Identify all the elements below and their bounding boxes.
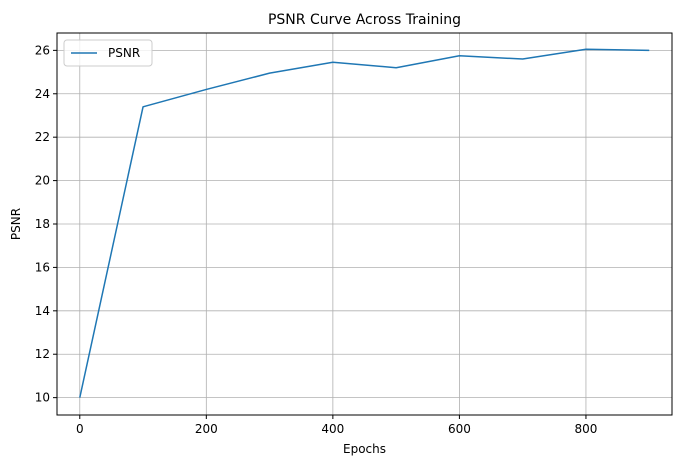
x-axis-ticks: 0 200 400 600 800 bbox=[76, 415, 597, 436]
x-tick-label: 0 bbox=[76, 422, 84, 436]
series-layer bbox=[79, 48, 650, 398]
x-axis-label: Epochs bbox=[343, 442, 386, 456]
x-tick-label: 200 bbox=[195, 422, 218, 436]
y-axis-ticks: 10 12 14 16 18 20 22 24 26 bbox=[35, 43, 57, 405]
y-axis-label: PSNR bbox=[9, 208, 23, 240]
y-tick-label: 20 bbox=[35, 174, 50, 188]
y-tick-label: 26 bbox=[35, 43, 50, 57]
y-tick-label: 24 bbox=[35, 87, 50, 101]
series-line-psnr bbox=[79, 48, 650, 398]
x-tick-label: 800 bbox=[574, 422, 597, 436]
x-tick-label: 600 bbox=[448, 422, 471, 436]
legend-label-psnr: PSNR bbox=[108, 46, 140, 60]
grid bbox=[57, 33, 672, 415]
x-tick-label: 400 bbox=[321, 422, 344, 436]
y-tick-label: 12 bbox=[35, 347, 50, 361]
y-tick-label: 18 bbox=[35, 217, 50, 231]
y-tick-label: 14 bbox=[35, 304, 50, 318]
y-tick-label: 10 bbox=[35, 391, 50, 405]
y-tick-label: 16 bbox=[35, 260, 50, 274]
legend: PSNR bbox=[63, 39, 153, 67]
chart-title: PSNR Curve Across Training bbox=[268, 12, 461, 28]
legend-box bbox=[63, 39, 153, 67]
y-tick-label: 22 bbox=[35, 130, 50, 144]
